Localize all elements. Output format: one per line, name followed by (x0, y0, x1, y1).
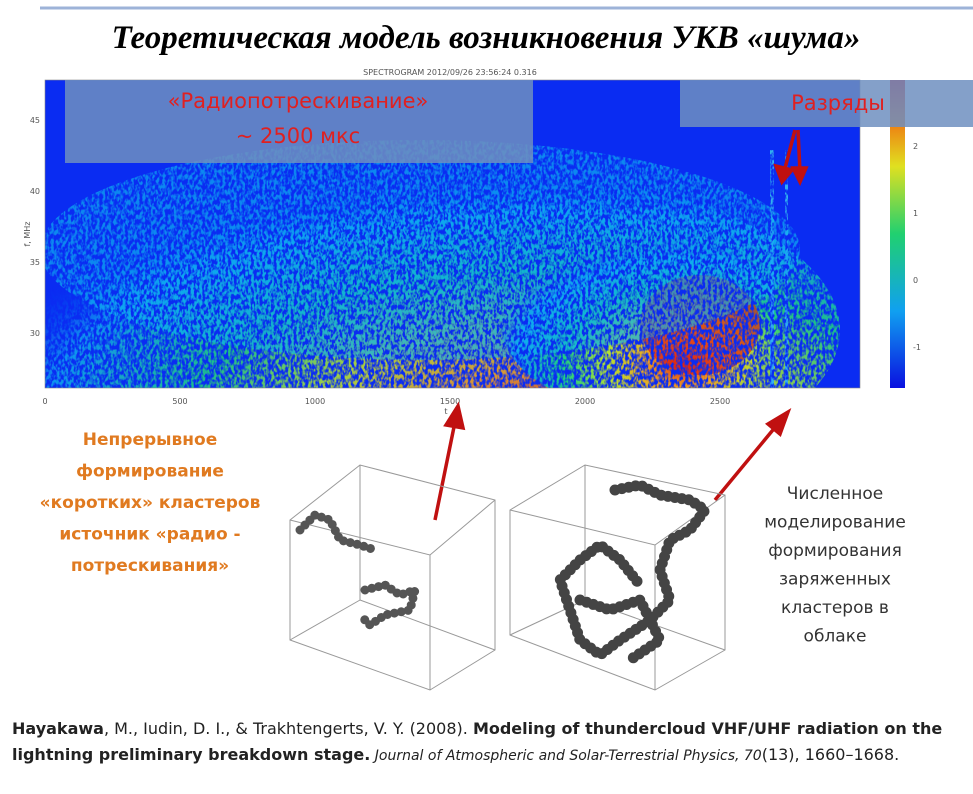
ref-journal: Journal of Atmospheric and Solar-Terrest… (370, 748, 761, 764)
caption-line: «коротких» кластеров (40, 493, 261, 513)
caption-line: Численное (787, 484, 883, 504)
y-tick-label: 35 (30, 258, 40, 267)
caption-line: источник «радио - (59, 525, 240, 545)
reference: Hayakawa, M., Iudin, D. I., & Trakhtenge… (12, 716, 962, 769)
left-caption: Непрерывное формирование «коротких» класте… (40, 430, 261, 576)
slide-graphics: Теоретическая модель возникновения УКВ «… (0, 0, 973, 710)
x-tick-label: 2500 (710, 397, 730, 406)
colorbar-tick-label: -1 (913, 343, 921, 352)
caption-line: заряженных (779, 570, 891, 590)
overlay-text: «Радиопотрескивание» (168, 89, 429, 113)
cluster (560, 485, 705, 660)
x-tick-label: 2000 (575, 397, 595, 406)
right-caption: Численное моделирование формирования заряже… (764, 484, 906, 647)
caption-line: Непрерывное (83, 430, 217, 450)
slide: Теоретическая модель возникновения УКВ «… (0, 0, 973, 794)
caption-line: кластеров в (781, 598, 889, 618)
y-axis-label: f, MHz (23, 221, 32, 246)
colorbar-tick-label: 0 (913, 276, 918, 285)
spectrogram-header: SPECTROGRAM 2012/09/26 23:56:24 0.316 (363, 68, 537, 77)
caption-line: моделирование (764, 513, 906, 533)
caption-line: формирования (768, 541, 902, 561)
x-tick-label: 1000 (305, 397, 325, 406)
cluster (300, 515, 415, 625)
caption-line: потрескивания» (71, 556, 229, 576)
y-tick-label: 40 (30, 187, 40, 196)
ref-pages: (13), 1660–1668. (762, 745, 900, 764)
caption-line: формирование (76, 462, 224, 482)
cluster-cube (290, 465, 495, 690)
overlay-text: Разряды (791, 91, 885, 115)
caption-line: облаке (804, 627, 867, 647)
slide-title: Теоретическая модель возникновения УКВ «… (112, 20, 861, 56)
y-tick-label: 45 (30, 116, 40, 125)
x-tick-label: 500 (172, 397, 187, 406)
ref-author: Hayakawa (12, 719, 104, 738)
colorbar-tick-label: 2 (913, 142, 918, 151)
ref-authors: , M., Iudin, D. I., & Trakhtengerts, V. … (104, 719, 473, 738)
x-tick-label: 0 (42, 397, 47, 406)
x-axis-label: t (444, 407, 447, 416)
colorbar-tick-label: 1 (913, 209, 918, 218)
y-tick-label: 30 (30, 329, 40, 338)
overlay-text: ~ 2500 мкс (236, 124, 360, 148)
